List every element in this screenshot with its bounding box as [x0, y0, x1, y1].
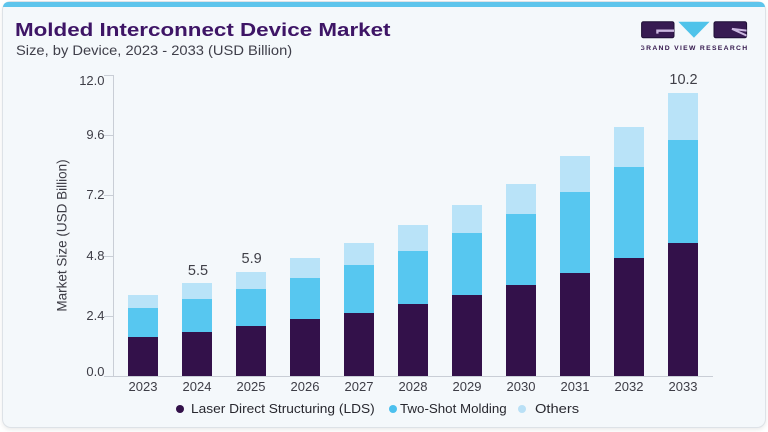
- svg-text:GRAND VIEW RESEARCH: GRAND VIEW RESEARCH: [641, 45, 748, 52]
